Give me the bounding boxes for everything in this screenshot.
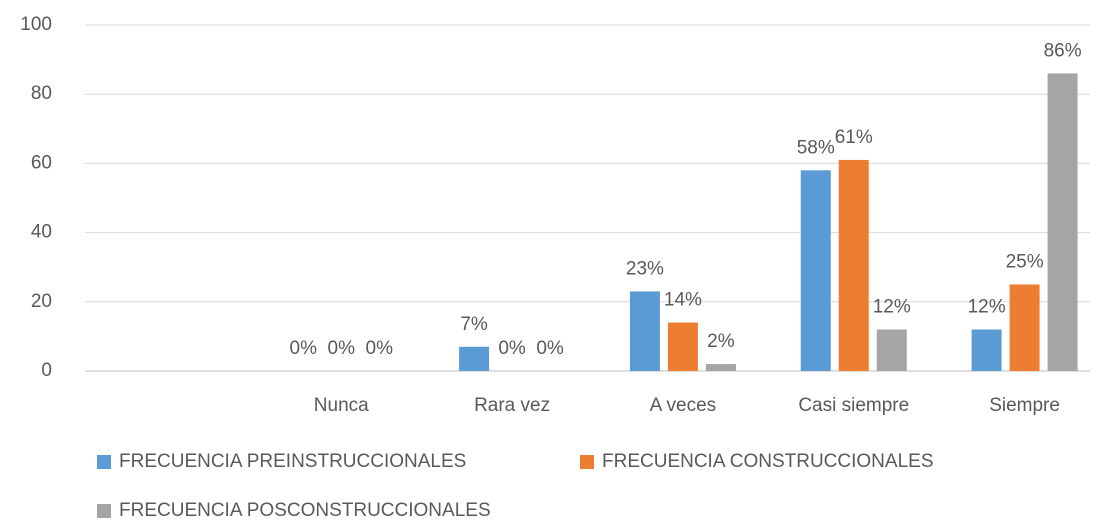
x-tick-label: A veces bbox=[650, 395, 717, 416]
legend-swatch bbox=[97, 504, 111, 518]
bar bbox=[667, 322, 698, 371]
data-label: 0% bbox=[328, 338, 356, 359]
x-tick-label: Rara vez bbox=[474, 395, 550, 416]
bar bbox=[800, 170, 831, 371]
data-label: 0% bbox=[536, 338, 564, 359]
legend-swatch bbox=[97, 455, 111, 469]
y-tick-label: 0 bbox=[41, 360, 52, 381]
y-tick-label: 40 bbox=[31, 222, 52, 243]
data-label: 86% bbox=[1044, 40, 1082, 61]
x-tick-label: Casi siempre bbox=[798, 395, 909, 416]
data-label: 58% bbox=[797, 137, 835, 158]
legend-swatch bbox=[580, 455, 594, 469]
data-label: 61% bbox=[835, 127, 873, 148]
data-label: 12% bbox=[968, 296, 1006, 317]
data-label: 12% bbox=[873, 296, 911, 317]
data-label: 7% bbox=[460, 314, 488, 335]
data-label: 0% bbox=[498, 338, 526, 359]
data-label: 14% bbox=[664, 290, 702, 311]
data-label: 0% bbox=[290, 338, 318, 359]
data-label: 25% bbox=[1006, 252, 1044, 273]
y-tick-label: 80 bbox=[31, 83, 52, 104]
y-tick-label: 100 bbox=[20, 14, 52, 35]
bar bbox=[629, 291, 660, 371]
y-tick-label: 60 bbox=[31, 152, 52, 173]
bar bbox=[1047, 73, 1078, 371]
bar bbox=[838, 159, 869, 371]
legend-label: FRECUENCIA CONSTRUCCIONALES bbox=[602, 451, 934, 472]
data-label: 2% bbox=[707, 331, 735, 352]
y-tick-label: 20 bbox=[31, 291, 52, 312]
legend-label: FRECUENCIA PREINSTRUCCIONALES bbox=[119, 451, 466, 472]
legend-label: FRECUENCIA POSCONSTRUCCIONALES bbox=[119, 500, 491, 521]
data-label: 23% bbox=[626, 258, 664, 279]
bar bbox=[705, 364, 736, 371]
bar bbox=[1009, 284, 1040, 371]
bar bbox=[459, 346, 490, 371]
bar bbox=[971, 329, 1002, 371]
bar bbox=[876, 329, 907, 371]
data-label: 0% bbox=[366, 338, 394, 359]
x-tick-label: Siempre bbox=[989, 395, 1060, 416]
x-tick-label: Nunca bbox=[314, 395, 369, 416]
